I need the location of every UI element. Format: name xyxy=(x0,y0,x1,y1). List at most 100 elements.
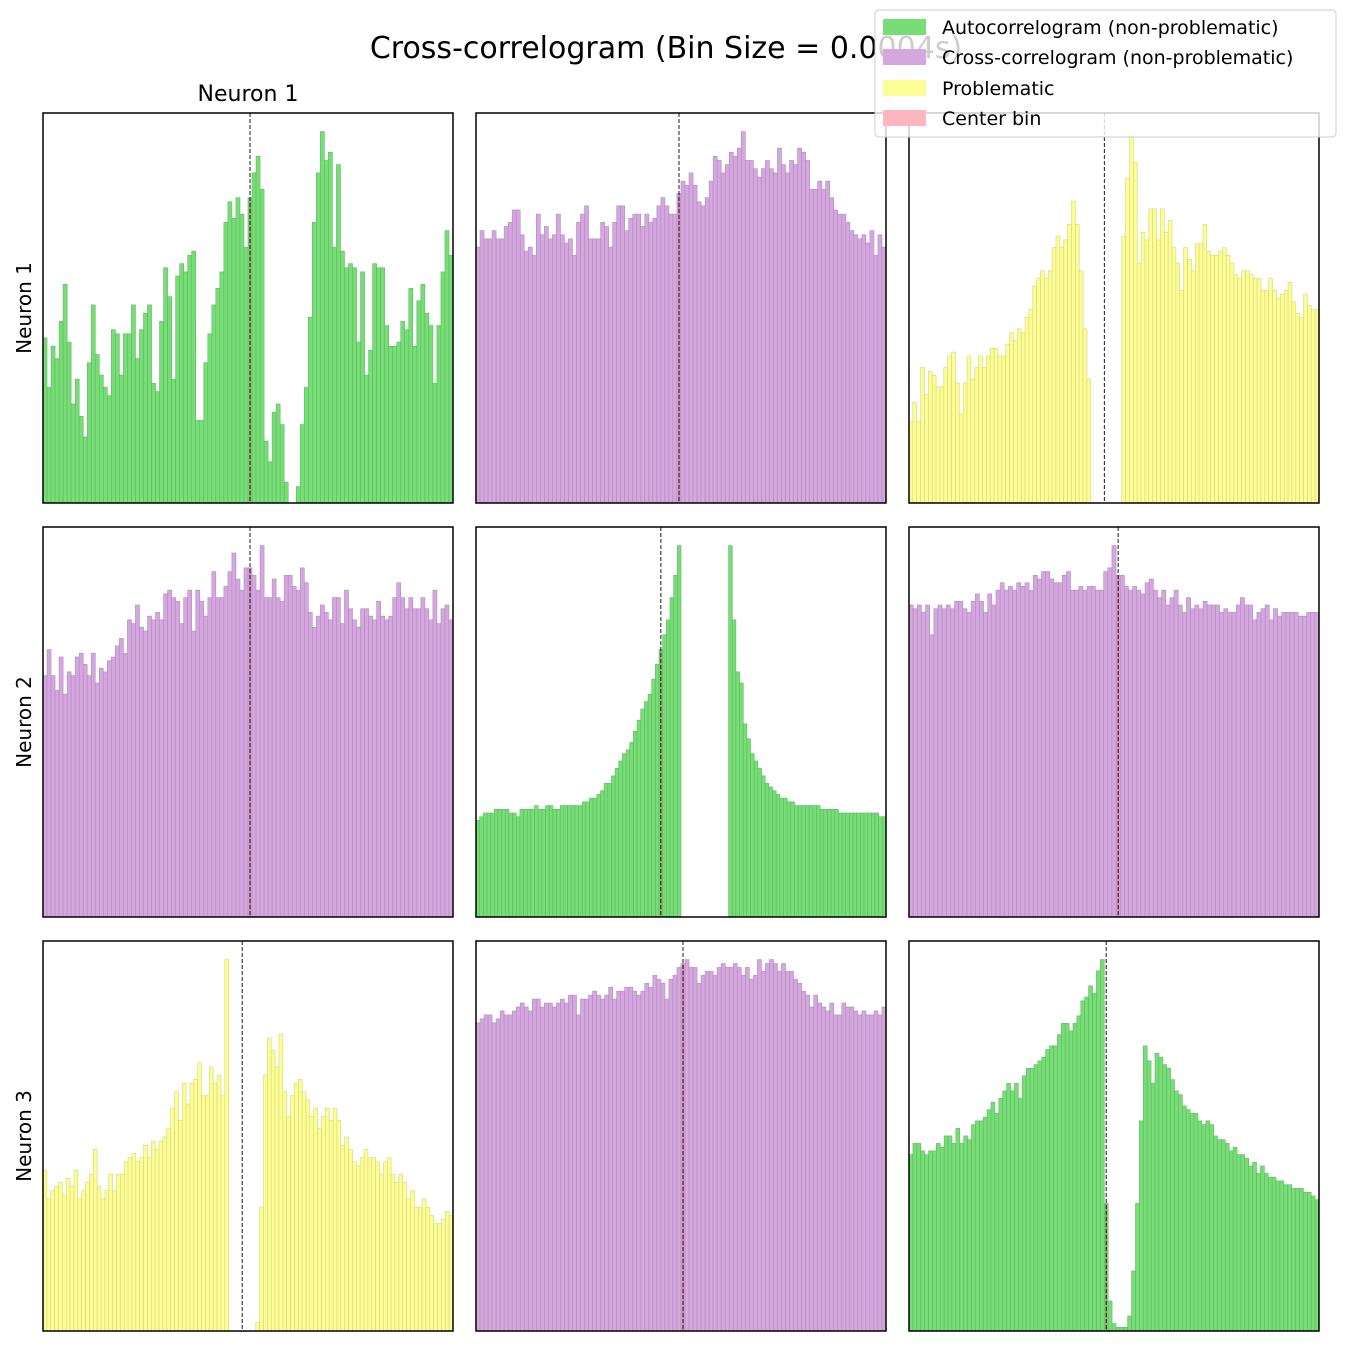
bar xyxy=(1024,316,1030,504)
bar xyxy=(624,986,630,1332)
bar xyxy=(191,250,197,504)
bar xyxy=(367,1157,373,1332)
bar xyxy=(527,1010,533,1332)
bar xyxy=(70,675,76,918)
bar xyxy=(495,238,501,504)
bar xyxy=(950,608,955,918)
bar xyxy=(1059,247,1065,504)
bar xyxy=(928,371,933,504)
bar xyxy=(309,1116,315,1332)
bar xyxy=(174,1091,179,1332)
bar xyxy=(874,812,879,918)
bar xyxy=(205,1095,210,1332)
bar xyxy=(797,805,803,918)
bar xyxy=(708,971,714,1332)
bar xyxy=(556,1002,561,1332)
bar xyxy=(600,222,605,504)
bar xyxy=(81,1190,86,1332)
bar xyxy=(321,1116,326,1332)
panel-frame xyxy=(475,112,887,504)
bar xyxy=(620,205,626,504)
bar xyxy=(860,812,865,918)
bar xyxy=(231,217,237,504)
bar xyxy=(356,626,361,918)
bar xyxy=(592,797,598,918)
bar xyxy=(332,246,337,504)
bar xyxy=(596,994,601,1332)
bar xyxy=(151,1140,156,1332)
bar xyxy=(368,615,373,918)
figure-title: Cross-correlogram (Bin Size = 0.0004s) xyxy=(370,31,962,66)
bar xyxy=(821,1006,827,1332)
bar xyxy=(70,403,76,504)
bar xyxy=(375,1161,380,1332)
bar xyxy=(203,362,209,504)
bar xyxy=(512,812,517,918)
bar xyxy=(371,1157,376,1332)
legend-label-center: Center bin xyxy=(942,108,1041,130)
bar xyxy=(920,1150,925,1332)
bar xyxy=(966,612,972,918)
bar xyxy=(1252,1161,1257,1332)
bar xyxy=(775,794,781,918)
bar xyxy=(761,971,766,1332)
bar xyxy=(552,234,557,504)
bar xyxy=(203,615,209,918)
bar xyxy=(625,749,631,918)
bar xyxy=(376,267,381,504)
bar xyxy=(640,226,646,504)
bar xyxy=(519,808,524,918)
bar xyxy=(183,271,189,504)
panel-r2-c1 xyxy=(42,526,454,918)
bar xyxy=(943,1135,949,1332)
bar xyxy=(867,812,872,918)
bar xyxy=(85,1182,90,1332)
bar xyxy=(1182,1105,1187,1332)
bar xyxy=(596,794,601,918)
bar xyxy=(1269,619,1274,918)
bar xyxy=(231,552,237,918)
bar xyxy=(383,1161,388,1332)
bar xyxy=(1303,1191,1308,1332)
bar xyxy=(768,786,773,918)
bar xyxy=(813,994,818,1332)
bar xyxy=(115,645,120,918)
bar xyxy=(1051,247,1057,504)
bar xyxy=(259,545,265,918)
bar xyxy=(827,808,832,918)
bar xyxy=(487,1014,493,1332)
bar xyxy=(951,351,956,504)
bar xyxy=(1264,289,1270,504)
bar xyxy=(287,574,293,918)
panel-r3-c1 xyxy=(42,940,454,1332)
bar xyxy=(622,753,627,918)
bar xyxy=(644,213,650,504)
bar xyxy=(943,367,948,504)
bar xyxy=(290,1095,295,1332)
bar xyxy=(735,671,740,918)
bar xyxy=(515,816,521,918)
bar xyxy=(761,168,766,504)
bar xyxy=(564,1002,569,1332)
bar xyxy=(503,1014,509,1332)
bar xyxy=(757,959,762,1332)
bar xyxy=(933,608,939,918)
bar xyxy=(720,963,726,1332)
bar xyxy=(170,1107,175,1332)
bar xyxy=(479,816,484,918)
bar xyxy=(612,222,617,504)
legend-label-auto: Autocorrelogram (non-problematic) xyxy=(942,17,1279,39)
bar xyxy=(704,197,710,504)
bar xyxy=(193,1078,199,1332)
bar xyxy=(295,486,301,504)
bar xyxy=(612,998,617,1332)
bar xyxy=(616,205,622,504)
bar xyxy=(833,1014,839,1332)
bar xyxy=(1088,985,1093,1332)
bar xyxy=(541,808,546,918)
bar xyxy=(971,1124,976,1332)
bar xyxy=(251,574,257,918)
bar xyxy=(270,1050,276,1332)
bar xyxy=(364,608,369,918)
bar xyxy=(215,597,221,918)
